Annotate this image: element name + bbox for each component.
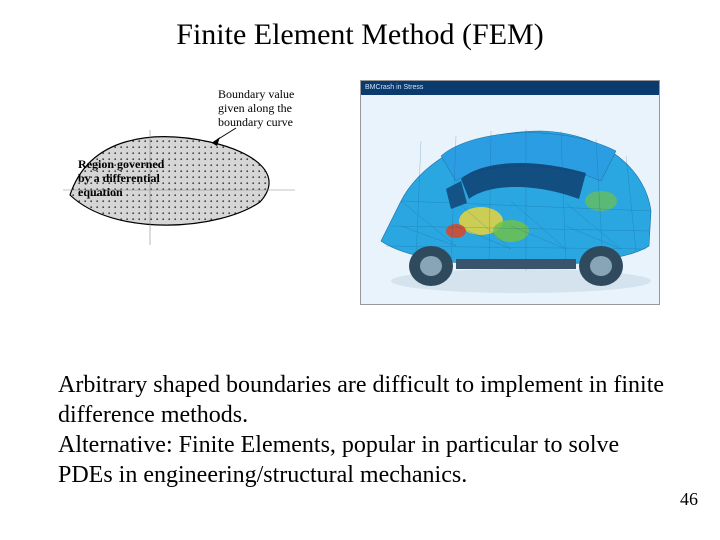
sim-window-titlebar: BMCrash in Stress [361, 81, 659, 95]
wheel-front [409, 246, 453, 286]
stress-hotspot-green-2 [585, 191, 617, 211]
stress-hotspot-green [493, 220, 529, 242]
fem-car-simulation: BMCrash in Stress [360, 80, 660, 305]
body-paragraph: Arbitrary shaped boundaries are difficul… [58, 370, 670, 490]
wheel-rear [579, 246, 623, 286]
slide-title: Finite Element Method (FEM) [0, 0, 720, 52]
boundary-region-diagram: Region governedby a differentialequation… [60, 80, 330, 250]
boundary-label: Boundary valuegiven along theboundary cu… [218, 88, 294, 129]
fem-car-svg [361, 81, 660, 305]
underbody [456, 259, 576, 269]
page-number: 46 [680, 489, 698, 510]
figures-row: Region governedby a differentialequation… [0, 80, 720, 305]
region-label: Region governedby a differentialequation [78, 158, 164, 199]
